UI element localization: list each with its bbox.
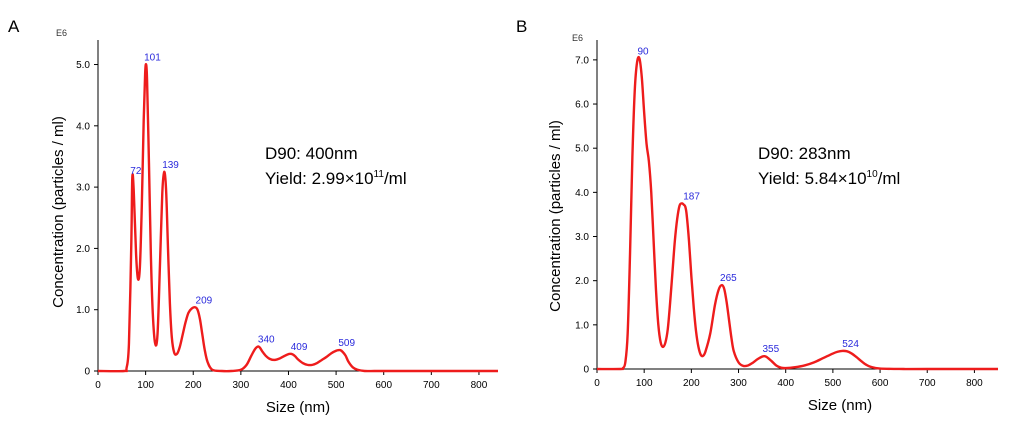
peak-label: 90 xyxy=(637,47,649,58)
yield-exponent: 11 xyxy=(374,169,385,180)
y-tick-label: 2.0 xyxy=(76,244,90,255)
yield-suffix: /ml xyxy=(878,169,901,188)
y-tick-label: 6.0 xyxy=(575,100,589,111)
peak-label: 524 xyxy=(842,339,859,350)
yield-annotation: Yield: 2.99×1011/ml xyxy=(265,169,407,188)
yield-exponent: 10 xyxy=(867,169,879,180)
y-tick-label: 1.0 xyxy=(575,320,589,331)
yield-prefix: Yield: 2.99×10 xyxy=(265,169,374,188)
x-axis-title: Size (nm) xyxy=(266,399,330,416)
x-tick-label: 600 xyxy=(872,378,889,389)
exponent-label: E6 xyxy=(572,33,583,43)
y-tick-label: 5.0 xyxy=(575,144,589,155)
peak-label: 139 xyxy=(162,160,179,171)
x-tick-label: 600 xyxy=(375,380,392,391)
y-tick-label: 7.0 xyxy=(575,55,589,66)
x-tick-label: 700 xyxy=(919,378,936,389)
y-tick-label: 3.0 xyxy=(76,183,90,194)
concentration-curve xyxy=(596,55,998,371)
y-tick-label: 5.0 xyxy=(76,60,90,71)
plot-area: 90 187 265 355 524 xyxy=(596,47,998,371)
peak-label: 72 xyxy=(130,166,142,177)
y-tick-label: 3.0 xyxy=(575,232,589,243)
yield-suffix: /ml xyxy=(384,169,407,188)
x-tick-label: 800 xyxy=(471,380,488,391)
x-tick-label: 100 xyxy=(137,380,154,391)
x-tick-label: 400 xyxy=(777,378,794,389)
x-tick-label: 300 xyxy=(233,380,250,391)
x-axis-title: Size (nm) xyxy=(808,397,872,414)
concentration-curve xyxy=(97,63,498,373)
x-tick-label: 100 xyxy=(636,378,653,389)
peak-label: 355 xyxy=(762,344,779,355)
y-tick-label: 0 xyxy=(84,367,90,378)
peak-label: 101 xyxy=(144,53,161,64)
panel-label: A xyxy=(8,17,20,36)
x-tick-label: 200 xyxy=(683,378,700,389)
y-tick-label: 4.0 xyxy=(76,121,90,132)
x-tick-label: 300 xyxy=(730,378,747,389)
x-tick-label: 700 xyxy=(423,380,440,391)
x-tick-label: 800 xyxy=(966,378,983,389)
panel-label: B xyxy=(516,17,527,36)
y-tick-label: 4.0 xyxy=(575,188,589,199)
x-tick-label: 200 xyxy=(185,380,202,391)
x-tick-label: 500 xyxy=(825,378,842,389)
peak-label: 409 xyxy=(291,342,308,353)
peak-label: 209 xyxy=(196,295,213,306)
exponent-label: E6 xyxy=(56,28,67,38)
panel-a: A E6 0 100 200 300 400 500 600 700 800 0 1.0 2.0 3.0… xyxy=(8,17,498,416)
x-tick-label: 0 xyxy=(95,380,101,391)
d90-annotation: D90: 400nm xyxy=(265,144,358,163)
peak-label: 340 xyxy=(258,334,275,345)
yield-annotation: Yield: 5.84×1010/ml xyxy=(758,169,900,188)
d90-annotation: D90: 283nm xyxy=(758,144,851,163)
y-axis-title: Concentration (particles / ml) xyxy=(547,120,564,312)
x-tick-label: 400 xyxy=(280,380,297,391)
y-tick-label: 2.0 xyxy=(575,276,589,287)
y-tick-label: 1.0 xyxy=(76,305,90,316)
peak-label: 187 xyxy=(683,191,700,202)
panel-b: B E6 0 100 200 300 400 500 600 700 800 0 1.0 2.0 3.0… xyxy=(516,17,998,414)
axes: 0 100 200 300 400 500 600 700 800 0 1.0 2.0 3.0 4.0 5.… xyxy=(575,40,998,389)
axes: 0 100 200 300 400 500 600 700 800 0 1.0 2.0 3.0 4.0 5.… xyxy=(76,40,498,391)
peak-label: 265 xyxy=(720,273,737,284)
y-axis-title: Concentration (particles / ml) xyxy=(50,116,67,308)
x-tick-label: 500 xyxy=(328,380,345,391)
x-tick-label: 0 xyxy=(594,378,600,389)
y-tick-label: 0 xyxy=(583,365,589,376)
yield-prefix: Yield: 5.84×10 xyxy=(758,169,867,188)
peak-label: 509 xyxy=(338,338,355,349)
plot-area: 72 101 139 209 340 409 509 xyxy=(97,53,498,373)
